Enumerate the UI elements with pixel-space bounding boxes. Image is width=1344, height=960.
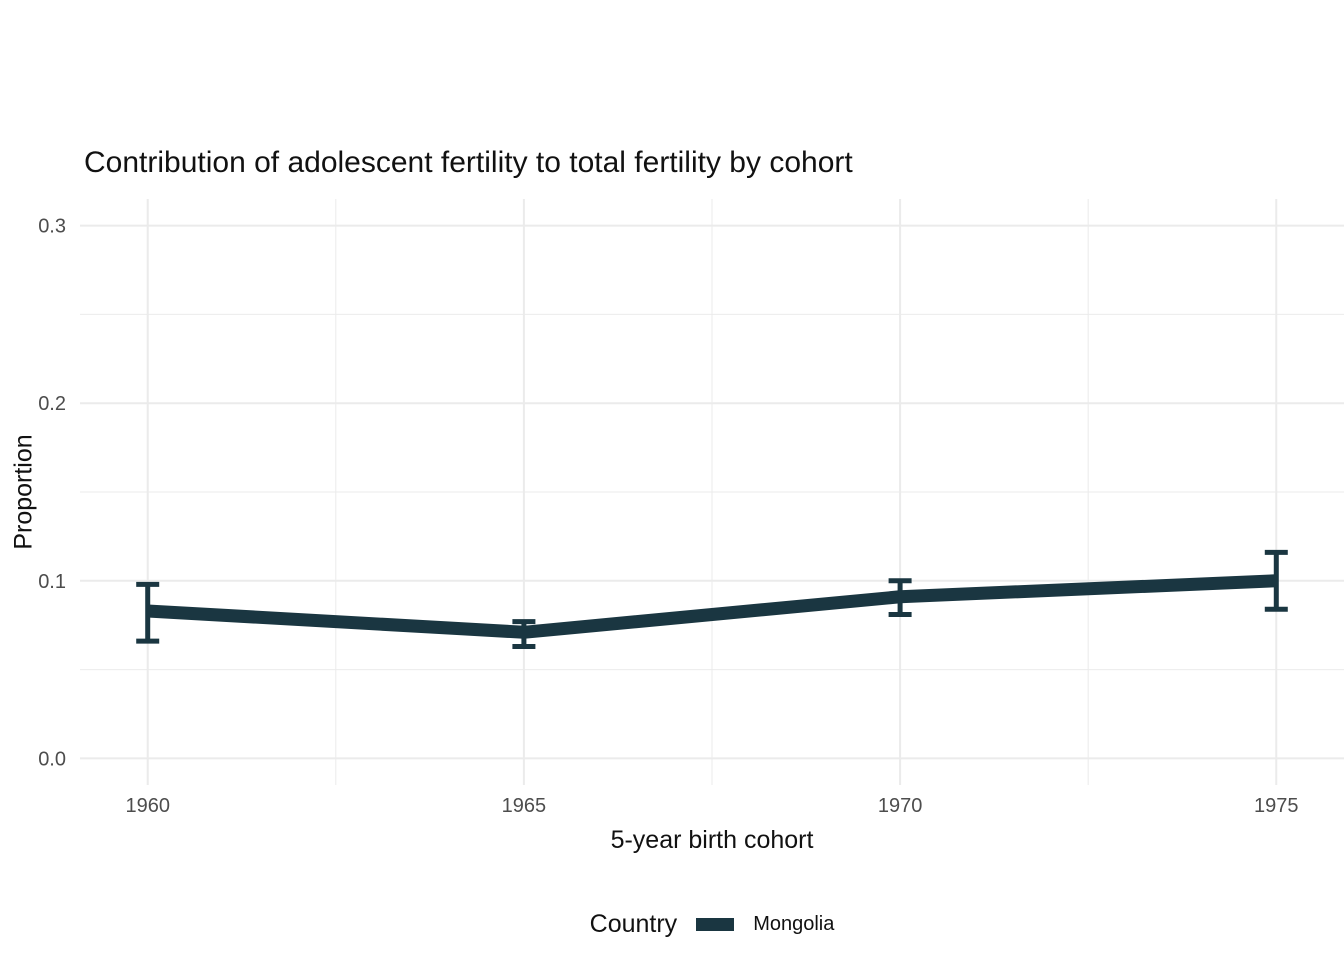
legend-line-swatch (696, 917, 735, 931)
legend-title: Country (589, 909, 678, 938)
x-tick-label: 1970 (878, 795, 923, 817)
series-line-mongolia (147, 574, 1277, 639)
y-tick-label: 0.0 (38, 748, 66, 770)
legend-item-label: Mongolia (753, 912, 835, 935)
x-tick-label: 1960 (125, 795, 170, 817)
legend: Country Mongolia (80, 903, 1344, 945)
chart-title: Contribution of adolescent fertility to … (84, 146, 853, 179)
y-tick-label: 0.2 (38, 393, 66, 415)
x-tick-label: 1975 (1254, 795, 1299, 817)
x-axis-title: 5-year birth cohort (610, 826, 814, 854)
y-axis-title: Proportion (9, 434, 38, 550)
x-tick-label: 1965 (502, 795, 547, 817)
y-tick-label: 0.3 (38, 216, 66, 238)
y-tick-label: 0.1 (38, 571, 66, 593)
